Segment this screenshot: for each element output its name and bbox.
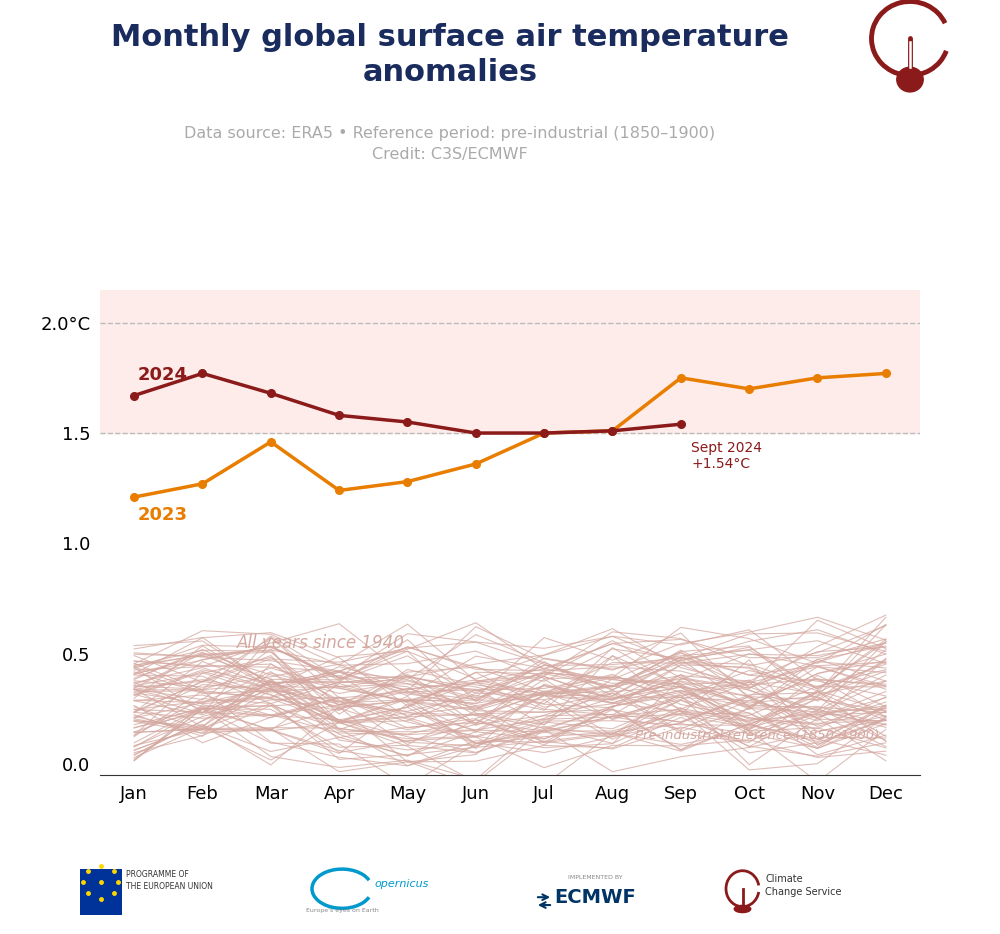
Text: 2023: 2023	[138, 506, 188, 524]
Text: ECMWF: ECMWF	[554, 887, 636, 907]
Text: All years since 1940: All years since 1940	[237, 634, 405, 652]
Text: Data source: ERA5 • Reference period: pre-industrial (1850–1900)
Credit: C3S/ECM: Data source: ERA5 • Reference period: pr…	[184, 126, 716, 163]
Circle shape	[897, 67, 923, 92]
Text: Pre-industrial reference (1850–1900): Pre-industrial reference (1850–1900)	[635, 729, 879, 743]
Text: Europe's eyes on Earth: Europe's eyes on Earth	[306, 908, 378, 913]
FancyBboxPatch shape	[80, 869, 122, 915]
Text: PROGRAMME OF
THE EUROPEAN UNION: PROGRAMME OF THE EUROPEAN UNION	[126, 870, 213, 891]
Text: Climate
Change Service: Climate Change Service	[765, 874, 842, 897]
Bar	[100, 290, 920, 433]
Text: IMPLEMENTED BY: IMPLEMENTED BY	[568, 875, 622, 880]
Text: opernicus: opernicus	[374, 879, 429, 889]
Text: Sept 2024
+1.54°C: Sept 2024 +1.54°C	[691, 441, 762, 471]
Text: Monthly global surface air temperature
anomalies: Monthly global surface air temperature a…	[111, 23, 789, 87]
Text: 2024: 2024	[138, 366, 188, 385]
Circle shape	[734, 905, 751, 913]
